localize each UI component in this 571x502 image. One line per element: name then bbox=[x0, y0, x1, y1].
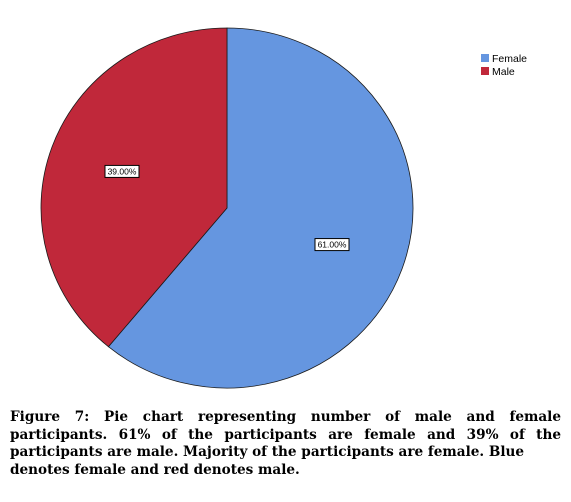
pie-slice-male bbox=[40, 27, 228, 348]
legend-label-female: Female bbox=[492, 53, 527, 65]
legend-entry-female: Female bbox=[481, 53, 527, 65]
caption-line-3: participants are male. Majority of the p… bbox=[10, 444, 525, 460]
legend-entry-male: Male bbox=[481, 66, 515, 78]
caption-line-4: denotes female and red denotes male. bbox=[10, 461, 300, 478]
legend-swatch-male bbox=[481, 67, 489, 75]
slice-label-male: 39.00% bbox=[104, 164, 140, 178]
slice-labels: 61.00% 39.00% bbox=[104, 164, 350, 252]
slice-label-box bbox=[104, 164, 140, 178]
legend-label-male: Male bbox=[492, 66, 515, 78]
figure-caption: Figure 7: Pie chart representing number … bbox=[10, 409, 561, 479]
legend-swatch-female bbox=[481, 54, 489, 62]
slice-label-box bbox=[314, 238, 350, 252]
pie-chart: 61.00% 39.00% Female Male bbox=[40, 27, 527, 389]
caption-line-2: participants. 61% of the participants ar… bbox=[10, 426, 561, 443]
slice-label-female: 61.00% bbox=[314, 238, 350, 252]
caption-line-1: Figure 7: Pie chart representing number … bbox=[10, 409, 561, 425]
slice-label-text: 39.00% bbox=[108, 166, 137, 176]
pie-slices bbox=[40, 27, 414, 389]
slice-label-text: 61.00% bbox=[318, 240, 347, 250]
pie-slice-female bbox=[107, 27, 414, 389]
